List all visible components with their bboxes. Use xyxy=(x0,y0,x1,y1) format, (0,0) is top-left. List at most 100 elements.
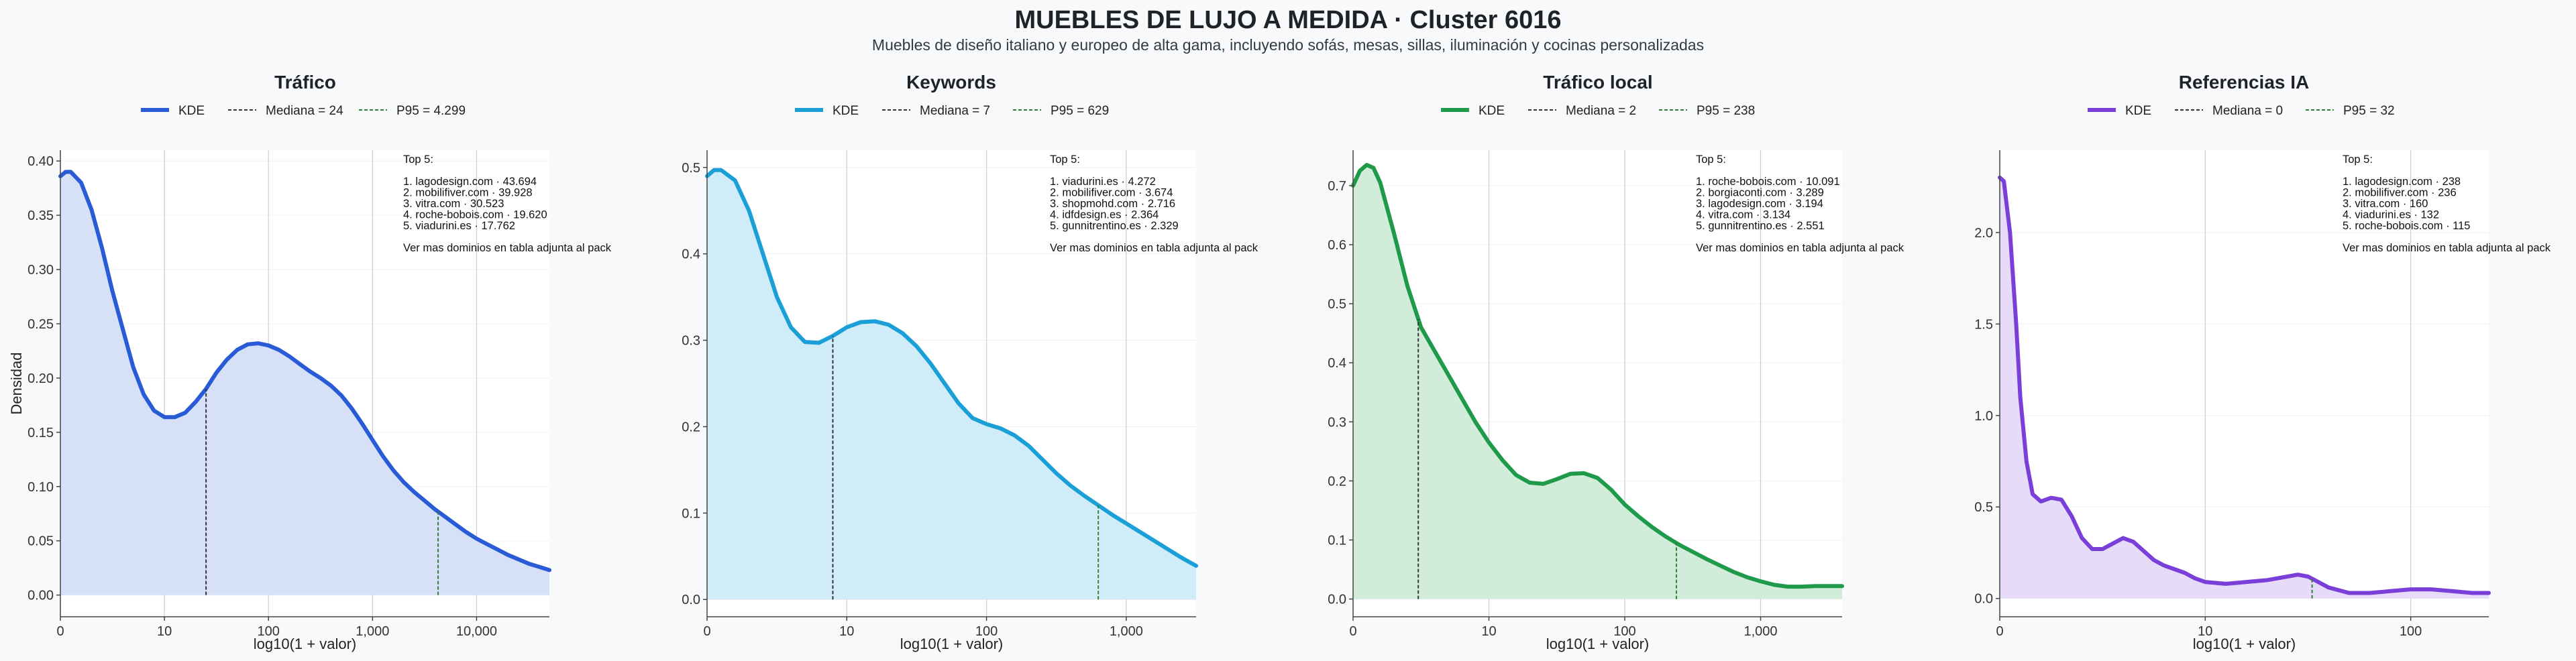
x-axis-label: log10(1 + valor) xyxy=(1546,636,1649,652)
y-tick-label: 0.3 xyxy=(682,334,700,349)
y-tick-label: 0.0 xyxy=(1328,593,1346,607)
y-tick-label: 1.5 xyxy=(1974,317,1993,332)
annotation-line: Ver mas dominios en tabla adjunta al pac… xyxy=(2343,242,2551,254)
y-tick-label: 0.05 xyxy=(28,534,54,549)
y-tick-label: 0.20 xyxy=(28,371,54,386)
legend-p95-label: P95 = 32 xyxy=(2343,104,2395,118)
chart-title: Keywords xyxy=(906,72,996,93)
kde-area xyxy=(2000,177,2489,599)
annotation-heading: Top 5: xyxy=(403,154,433,166)
y-tick-label: 2.0 xyxy=(1974,226,1993,241)
chart-panel-trafico-local: 0.0 0.1 0.2 0.3 0.4 0.5 0.6 0.7 0 10 100 1,000 log10… xyxy=(1328,72,1904,652)
x-tick-label: 1,000 xyxy=(1110,624,1143,639)
x-tick-label: 0 xyxy=(1349,624,1356,639)
annotation-line: 5. gunnitrentino.es · 2.551 xyxy=(1696,220,1825,232)
y-tick-label: 0.25 xyxy=(28,317,54,332)
y-tick-label: 0.10 xyxy=(28,480,54,495)
x-tick-label: 10,000 xyxy=(456,624,497,639)
annotation-line: Ver mas dominios en tabla adjunta al pac… xyxy=(1050,242,1258,254)
y-tick-label: 0.0 xyxy=(1974,592,1993,607)
y-tick-label: 0.6 xyxy=(1328,238,1346,253)
annotation-line: 1. viadurini.es · 4.272 xyxy=(1050,176,1156,188)
chart-panel-keywords: 0.0 0.1 0.2 0.3 0.4 0.5 0 10 100 1,000 log10(1 + v… xyxy=(682,72,1258,652)
annotation-heading: Top 5: xyxy=(1696,154,1726,166)
y-tick-label: 0.15 xyxy=(28,426,54,440)
annotation-line: Ver mas dominios en tabla adjunta al pac… xyxy=(1696,242,1904,254)
legend: KDE Mediana = 24 P95 = 4.299 xyxy=(141,104,466,118)
y-tick-label: 0.1 xyxy=(1328,533,1346,548)
annotation-line: 3. vitra.com · 30.523 xyxy=(403,198,504,210)
y-tick-label: 0.0 xyxy=(682,593,700,607)
chart-panel-trafico: 0.00 0.05 0.10 0.15 0.20 0.25 0.30 0.35 0.40 0 10 1… xyxy=(8,72,612,652)
chart-title: Tráfico local xyxy=(1543,72,1652,93)
annotation-line: 4. idfdesign.es · 2.364 xyxy=(1050,209,1159,221)
annotation-line: 1. lagodesign.com · 238 xyxy=(2343,176,2461,188)
chart-title: Tráfico xyxy=(274,72,336,93)
y-tick-label: 0.30 xyxy=(28,263,54,278)
y-tick-label: 0.4 xyxy=(682,247,700,262)
annotation-line: 5. gunnitrentino.es · 2.329 xyxy=(1050,220,1179,232)
chart-title: Referencias IA xyxy=(2179,72,2310,93)
annotation-line: 2. borgiaconti.com · 3.289 xyxy=(1696,187,1824,199)
y-tick-label: 1.0 xyxy=(1974,409,1993,424)
y-tick-label: 0.5 xyxy=(1328,297,1346,312)
legend-p95-label: P95 = 629 xyxy=(1051,104,1109,118)
legend-median-label: Mediana = 0 xyxy=(2212,104,2283,118)
annotation-line: 4. roche-bobois.com · 19.620 xyxy=(403,209,547,221)
annotation-line: 5. roche-bobois.com · 115 xyxy=(2343,220,2470,232)
annotation-line: Ver mas dominios en tabla adjunta al pac… xyxy=(403,242,612,254)
y-axis-label: Densidad xyxy=(8,353,25,415)
x-tick-label: 10 xyxy=(1481,624,1496,639)
legend-kde-label: KDE xyxy=(178,104,205,118)
annotation-line: 1. roche-bobois.com · 10.091 xyxy=(1696,176,1840,188)
kde-line xyxy=(58,170,551,573)
chart-panels: 0.000.050.100.150.200.250.300.350.400 10 1… xyxy=(8,72,2551,652)
legend-kde-label: KDE xyxy=(833,104,859,118)
x-tick-label: 10 xyxy=(839,624,854,639)
y-tick-label: 0.1 xyxy=(682,506,700,521)
annotation-heading: Top 5: xyxy=(1050,154,1080,166)
y-tick-label: 0.40 xyxy=(28,154,54,169)
annotation-line: 2. mobilifiver.com · 3.674 xyxy=(1050,187,1173,199)
x-tick-label: 100 xyxy=(1613,624,1635,639)
figure-subtitle: Muebles de diseño italiano y europeo de … xyxy=(872,36,1704,54)
legend-median-label: Mediana = 7 xyxy=(920,104,990,118)
kde-line xyxy=(1351,163,1844,589)
x-axis-label: log10(1 + valor) xyxy=(254,636,356,652)
kde-area xyxy=(707,170,1196,600)
legend-median-label: Mediana = 2 xyxy=(1566,104,1636,118)
y-tick-label: 0.3 xyxy=(1328,415,1346,430)
annotation-line: 2. mobilifiver.com · 236 xyxy=(2343,187,2457,199)
x-tick-label: 10 xyxy=(157,624,172,639)
legend-p95-label: P95 = 238 xyxy=(1697,104,1755,118)
annotation-line: 3. lagodesign.com · 3.194 xyxy=(1696,198,1823,210)
x-tick-label: 1,000 xyxy=(356,624,389,639)
annotation-line: 3. shopmohd.com · 2.716 xyxy=(1050,198,1175,210)
kde-area xyxy=(60,172,549,595)
x-tick-label: 0 xyxy=(1996,624,2003,639)
kde-area xyxy=(1353,165,1842,599)
y-tick-label: 0.35 xyxy=(28,208,54,223)
legend-kde-label: KDE xyxy=(1479,104,1505,118)
x-tick-label: 10 xyxy=(2198,624,2212,639)
legend: KDE Mediana = 0 P95 = 32 xyxy=(2088,104,2395,118)
y-tick-label: 0.2 xyxy=(1328,474,1346,489)
legend-kde-label: KDE xyxy=(2125,104,2151,118)
y-tick-label: 0.00 xyxy=(28,589,54,603)
legend: KDE Mediana = 2 P95 = 238 xyxy=(1441,104,1755,118)
figure-title: MUEBLES DE LUJO A MEDIDA · Cluster 6016 xyxy=(1014,6,1561,34)
annotation-line: 4. vitra.com · 3.134 xyxy=(1696,209,1790,221)
y-tick-label: 0.5 xyxy=(1974,500,1993,515)
legend: KDE Mediana = 7 P95 = 629 xyxy=(795,104,1109,118)
annotation-line: 4. viadurini.es · 132 xyxy=(2343,209,2439,221)
kde-line xyxy=(1998,175,2491,595)
y-tick-label: 0.4 xyxy=(1328,356,1346,371)
x-tick-label: 0 xyxy=(56,624,64,639)
x-tick-label: 0 xyxy=(703,624,710,639)
annotation-line: 5. viadurini.es · 17.762 xyxy=(403,220,515,232)
y-tick-label: 0.5 xyxy=(682,161,700,176)
